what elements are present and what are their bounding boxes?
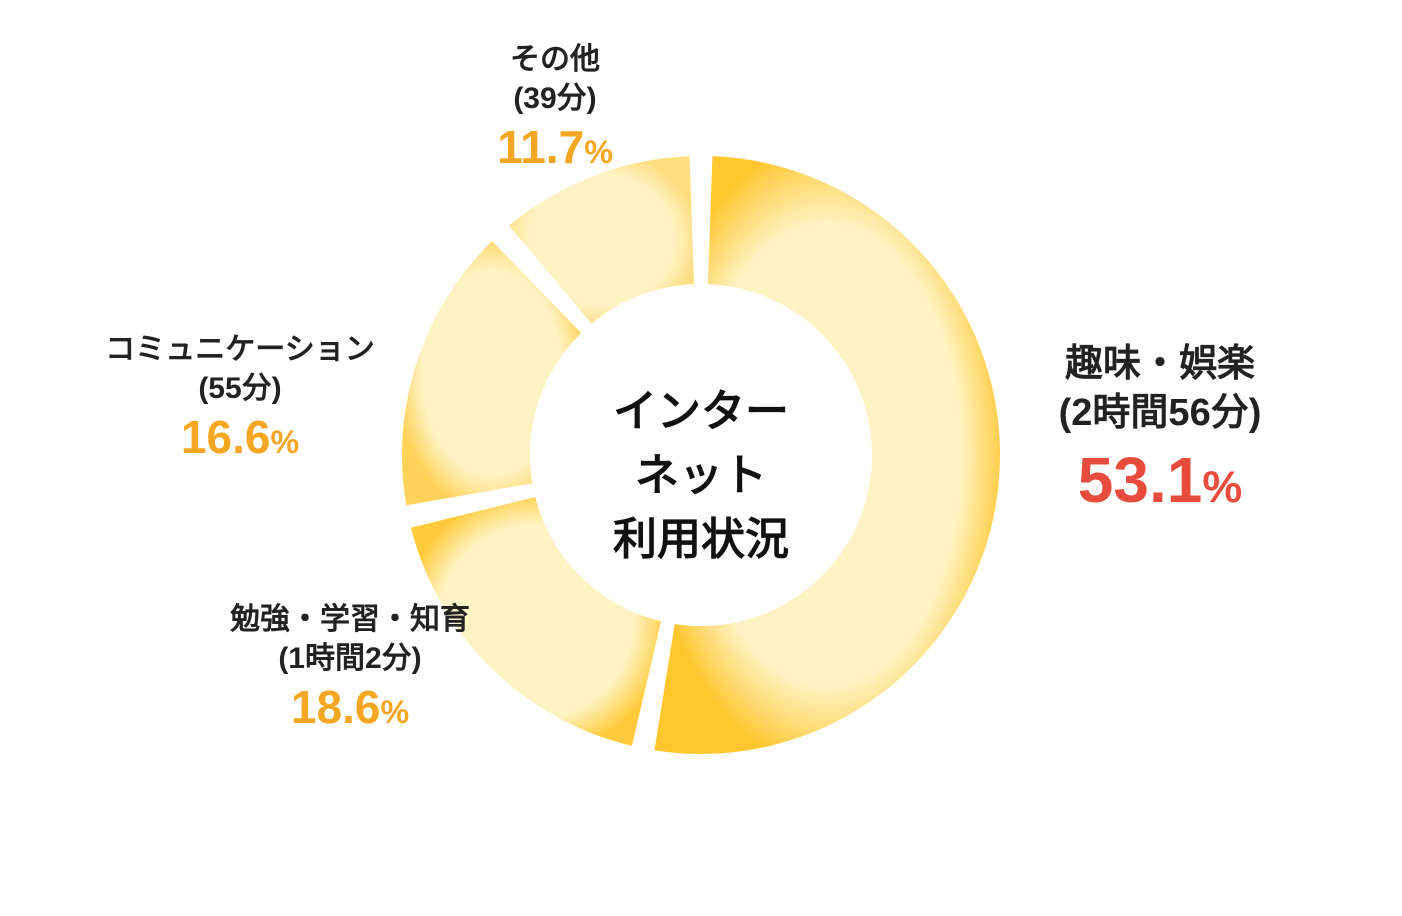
label-comm-title: コミュニケーション [40, 330, 440, 369]
label-study: 勉強・学習・知育(1時間2分)18.6% [150, 600, 550, 738]
label-study-percent: 18.6% [150, 678, 550, 738]
label-comm-percent-unit: % [270, 424, 299, 460]
label-comm: コミュニケーション(55分)16.6% [40, 330, 440, 468]
label-hobby-percent-unit: % [1202, 462, 1242, 512]
label-study-title: 勉強・学習・知育 [150, 600, 550, 639]
label-other: その他(39分)11.7% [355, 40, 755, 178]
chart-center-title: インターネット利用状況 [561, 375, 841, 567]
label-other-percent: 11.7% [355, 118, 755, 178]
label-comm-percent-value: 16.6 [181, 411, 271, 463]
label-other-percent-unit: % [584, 134, 613, 170]
label-comm-percent: 16.6% [40, 408, 440, 468]
label-hobby-sub: (2時間56分) [960, 389, 1360, 438]
donut-chart: インターネット利用状況 趣味・娯楽(2時間56分)53.1%勉強・学習・知育(1… [0, 0, 1402, 911]
label-comm-sub: (55分) [40, 369, 440, 408]
label-other-title: その他 [355, 40, 755, 79]
center-line3: 利用状況 [561, 503, 841, 567]
label-hobby-percent: 53.1% [960, 439, 1360, 522]
label-study-percent-unit: % [380, 694, 409, 730]
label-hobby: 趣味・娯楽(2時間56分)53.1% [960, 340, 1360, 522]
label-study-sub: (1時間2分) [150, 639, 550, 678]
label-other-percent-value: 11.7 [497, 121, 584, 173]
center-line1: インター [561, 375, 841, 439]
label-study-percent-value: 18.6 [291, 681, 381, 733]
center-line2: ネット [561, 439, 841, 503]
label-other-sub: (39分) [355, 79, 755, 118]
label-hobby-title: 趣味・娯楽 [960, 340, 1360, 389]
label-hobby-percent-value: 53.1 [1078, 444, 1203, 516]
